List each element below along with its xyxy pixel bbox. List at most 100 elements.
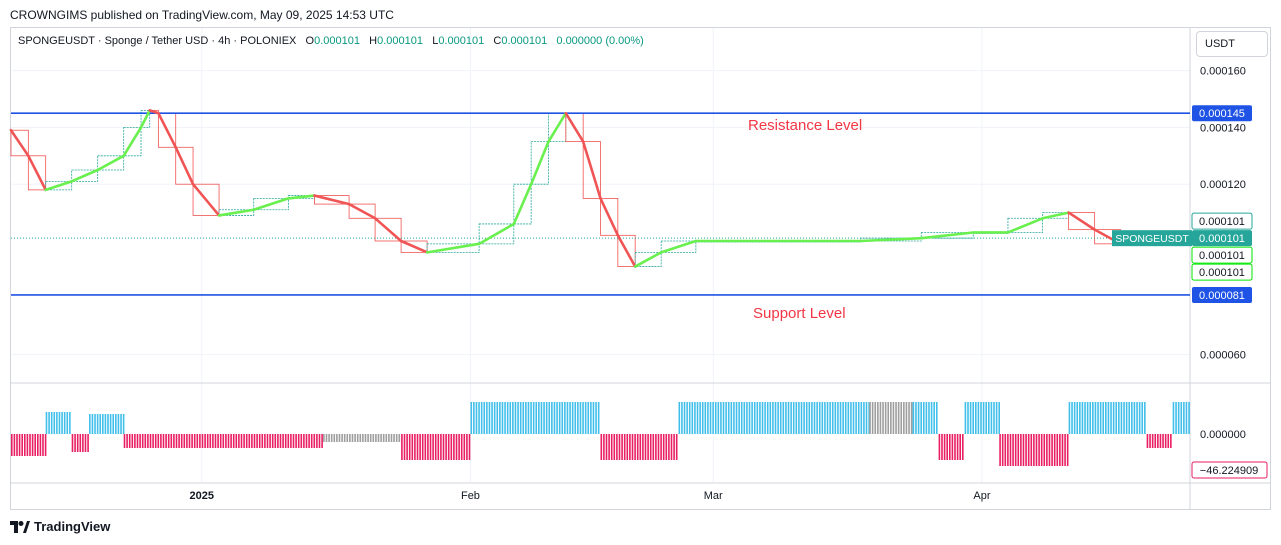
oscillator-bar: [636, 434, 639, 460]
high-label: H: [369, 35, 378, 47]
oscillator-bar: [120, 414, 122, 434]
oscillator-bar: [463, 434, 466, 460]
oscillator-bar: [442, 434, 445, 460]
oscillator-bar: [938, 434, 941, 460]
oscillator-bar: [813, 402, 816, 434]
oscillator-bar: [160, 434, 162, 448]
oscillator-bar: [766, 402, 769, 434]
oscillator-bar: [787, 402, 790, 434]
oscillator-bar: [761, 402, 764, 434]
oscillator-bar: [261, 434, 264, 448]
oscillator-bar: [941, 434, 943, 460]
oscillator-tick-label: 0.000000: [1200, 429, 1246, 441]
oscillator-bar: [380, 434, 382, 442]
candle: [634, 251, 662, 267]
oscillator-bar: [597, 402, 600, 434]
oscillator-bar: [852, 402, 855, 434]
oscillator-bar: [1188, 402, 1190, 434]
smoothed-line-segment: [122, 126, 143, 158]
oscillator-bar: [1097, 402, 1099, 434]
oscillator-bar: [460, 434, 463, 460]
oscillator-bar: [634, 434, 636, 460]
oscillator-bar: [217, 434, 219, 448]
oscillator-bar: [152, 434, 154, 448]
oscillator-bar: [1159, 434, 1162, 448]
candle: [253, 197, 289, 211]
oscillator-bar: [1053, 434, 1056, 466]
oscillator-bar: [629, 434, 631, 460]
oscillator-bar: [390, 434, 393, 442]
candle: [218, 209, 255, 216]
oscillator-bar: [128, 434, 131, 448]
oscillator-bar: [56, 412, 58, 434]
tradingview-brand[interactable]: TradingView: [10, 519, 110, 534]
candle: [192, 183, 220, 216]
oscillator-bar: [401, 434, 403, 460]
oscillator-value-label: −46.224909: [1200, 465, 1258, 477]
oscillator-bar: [777, 402, 779, 434]
oscillator-bar: [1131, 402, 1133, 434]
oscillator-bar: [774, 402, 777, 434]
oscillator-bar: [1046, 434, 1048, 466]
smoothed-line-segment: [96, 154, 125, 172]
oscillator-bar: [201, 434, 204, 448]
extra-price-label: 0.000101: [1199, 267, 1245, 279]
smoothed-line-segment: [547, 111, 568, 143]
oscillator-bar: [37, 434, 39, 456]
currency-button[interactable]: USDT: [1196, 31, 1268, 57]
oscillator-bar: [712, 402, 714, 434]
oscillator-bar: [74, 434, 76, 452]
oscillator-bar: [579, 402, 582, 434]
smoothed-line-segment: [616, 234, 637, 268]
oscillator-bar: [574, 402, 577, 434]
oscillator-bar: [1043, 434, 1046, 466]
oscillator-bar: [769, 402, 772, 434]
oscillator-bar: [13, 434, 16, 456]
oscillator-bar: [253, 434, 256, 448]
oscillator-bar: [1001, 434, 1004, 466]
oscillator-bar: [943, 434, 946, 460]
oscillator-bar: [657, 434, 660, 460]
oscillator-bar: [414, 434, 416, 460]
oscillator-bar: [336, 434, 338, 442]
oscillator-value-tag: [1191, 461, 1268, 479]
smoothed-line-segment: [174, 145, 195, 186]
oscillator-bar: [483, 402, 486, 434]
high-value: 0.000101: [377, 35, 424, 47]
last-price-label: 0.000101: [1199, 233, 1245, 245]
smoothed-line-segment: [347, 202, 377, 220]
oscillator-bar: [722, 402, 725, 434]
oscillator-bar: [877, 402, 879, 434]
oscillator-bar: [375, 434, 377, 442]
oscillator-bar: [571, 402, 574, 434]
oscillator-bar: [527, 402, 530, 434]
oscillator-bar: [139, 434, 141, 448]
oscillator-bar: [912, 402, 915, 434]
oscillator-bar: [18, 434, 21, 456]
oscillator-bar: [330, 434, 333, 442]
oscillator-bar: [772, 402, 774, 434]
oscillator-bar: [751, 402, 753, 434]
oscillator-bar: [238, 434, 240, 448]
oscillator-bar: [84, 434, 87, 452]
oscillator-bar: [988, 402, 990, 434]
oscillator-bar: [915, 402, 917, 434]
candle: [600, 197, 619, 236]
oscillator-bar: [514, 402, 517, 434]
oscillator-bar: [455, 434, 458, 460]
oscillator-bar: [871, 402, 874, 434]
last-price-tag: [1192, 230, 1252, 247]
oscillator-bar: [175, 434, 178, 448]
brand-name: TradingView: [34, 519, 111, 534]
oscillator-bar: [362, 434, 364, 442]
price-tick-label: 0.000140: [1200, 122, 1246, 134]
oscillator-bar: [76, 434, 79, 452]
oscillator-bar: [434, 434, 437, 460]
oscillator-bar: [1185, 402, 1188, 434]
oscillator-bar: [325, 434, 328, 442]
oscillator-bar: [398, 434, 401, 442]
oscillator-bar: [678, 402, 681, 434]
oscillator-bar: [458, 434, 460, 460]
oscillator-bar: [429, 434, 432, 460]
